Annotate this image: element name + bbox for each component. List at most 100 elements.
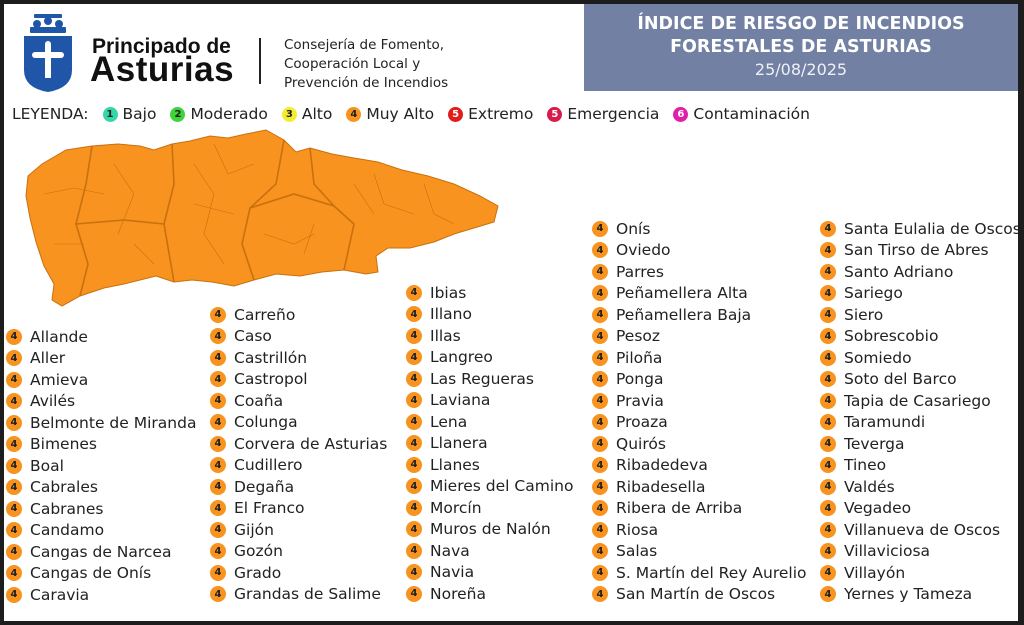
legend-item-moderado: 2 Moderado <box>170 105 268 123</box>
risk-level-badge: 4 <box>6 457 22 474</box>
risk-level-badge: 4 <box>210 457 226 474</box>
municipality-row: 4 Carreño <box>210 304 387 326</box>
municipality-row: 4 Cudillero <box>210 455 387 477</box>
municipality-name: Tineo <box>844 456 887 475</box>
department-line: Prevención de Incendios <box>284 75 449 91</box>
municipality-name: Llanera <box>430 434 488 453</box>
risk-level-badge: 4 <box>210 564 226 581</box>
risk-level-badge: 4 <box>210 392 226 409</box>
municipality-name: Villanueva de Oscos <box>844 520 1001 539</box>
municipality-name: Las Regueras <box>430 369 534 388</box>
municipality-row: 4 Pravia <box>592 390 806 412</box>
municipality-name: Nava <box>430 541 470 560</box>
municipality-name: Noreña <box>430 584 486 603</box>
municipality-name: Castrillón <box>234 348 308 367</box>
title-line-2: FORESTALES DE ASTURIAS <box>670 37 932 57</box>
department-line: Consejería de Fomento, <box>284 37 445 53</box>
municipality-row: 4 San Tirso de Abres <box>820 240 1018 262</box>
municipality-row: 4 Ibias <box>406 282 573 304</box>
legend: LEYENDA: 1 Bajo 2 Moderado 3 Alto 4 Muy Alto 5 Ex… <box>12 103 824 125</box>
risk-level-badge: 6 <box>673 106 689 122</box>
municipality-row: 4 Villayón <box>820 562 1018 584</box>
risk-level-badge: 4 <box>406 306 422 323</box>
municipality-name: Parres <box>616 262 664 281</box>
municipality-name: Cabranes <box>30 499 104 518</box>
municipality-name: Santo Adriano <box>844 262 954 281</box>
municipality-name: Pesoz <box>616 327 661 346</box>
municipality-row: 4 Valdés <box>820 476 1018 498</box>
municipality-name: Candamo <box>30 521 105 540</box>
risk-level-badge: 4 <box>406 542 422 559</box>
risk-level-badge: 4 <box>406 370 422 387</box>
risk-level-badge: 4 <box>820 349 836 366</box>
municipality-row: 4 Yernes y Tameza <box>820 584 1018 606</box>
municipality-name: San Martín de Oscos <box>616 585 776 604</box>
risk-level-badge: 4 <box>820 220 836 237</box>
municipality-name: Lena <box>430 412 468 431</box>
legend-item-label: Muy Alto <box>366 105 435 123</box>
municipality-row: 4 Langreo <box>406 347 573 369</box>
municipality-row: 4 Boal <box>6 455 196 477</box>
brand-line-2: Asturias <box>90 50 235 89</box>
municipality-row: 4 Parres <box>592 261 806 283</box>
municipality-name: Ribadesella <box>616 477 706 496</box>
risk-level-badge: 4 <box>820 521 836 538</box>
municipality-row: 4 Colunga <box>210 412 387 434</box>
municipality-name: Belmonte de Miranda <box>30 413 197 432</box>
municipality-row: 4 Cangas de Onís <box>6 563 196 585</box>
risk-level-badge: 4 <box>210 371 226 388</box>
title-panel: ÍNDICE DE RIESGO DE INCENDIOS FORESTALES… <box>584 4 1018 91</box>
risk-level-badge: 4 <box>6 479 22 496</box>
municipality-row: 4 S. Martín del Rey Aurelio <box>592 562 806 584</box>
risk-level-badge: 4 <box>592 457 608 474</box>
municipality-row: 4 Candamo <box>6 520 196 542</box>
municipality-row: 4 Caso <box>210 326 387 348</box>
municipality-row: 4 Siero <box>820 304 1018 326</box>
municipality-name: Taramundi <box>844 413 926 432</box>
risk-level-badge: 4 <box>210 328 226 345</box>
risk-level-badge: 5 <box>448 106 464 122</box>
risk-level-badge: 4 <box>820 263 836 280</box>
legend-item-muy-alto: 4 Muy Alto <box>346 105 434 123</box>
risk-level-badge: 4 <box>406 392 422 409</box>
title-line-1: ÍNDICE DE RIESGO DE INCENDIOS <box>637 14 965 34</box>
municipality-row: 4 Amieva <box>6 369 196 391</box>
municipality-name: Ribadedeva <box>616 456 708 475</box>
municipality-name: Peñamellera Alta <box>616 284 748 303</box>
municipality-name: Peñamellera Baja <box>616 305 752 324</box>
municipality-row: 4 San Martín de Oscos <box>592 584 806 606</box>
municipality-row: 4 Ribadesella <box>592 476 806 498</box>
municipality-row: 4 Villaviciosa <box>820 541 1018 563</box>
risk-level-badge: 4 <box>820 543 836 560</box>
risk-level-badge: 4 <box>820 500 836 517</box>
risk-level-badge: 4 <box>406 413 422 430</box>
risk-level-badge: 4 <box>820 586 836 603</box>
legend-item-emergencia: 5 Emergencia <box>547 105 659 123</box>
municipality-row: 4 Belmonte de Miranda <box>6 412 196 434</box>
risk-level-badge: 4 <box>6 565 22 582</box>
municipality-name: Coaña <box>234 391 284 410</box>
municipality-row: 4 Peñamellera Baja <box>592 304 806 326</box>
risk-level-badge: 4 <box>406 499 422 516</box>
municipality-row: 4 Ribera de Arriba <box>592 498 806 520</box>
risk-level-badge: 4 <box>820 435 836 452</box>
municipality-name: Gijón <box>234 520 274 539</box>
header-divider <box>259 38 261 84</box>
municipality-name: Riosa <box>616 520 659 539</box>
municipality-name: El Franco <box>234 499 305 518</box>
risk-level-badge: 4 <box>592 414 608 431</box>
risk-level-badge: 4 <box>592 242 608 259</box>
risk-level-badge: 4 <box>592 263 608 280</box>
municipality-row: 4 Cabranes <box>6 498 196 520</box>
risk-level-badge: 4 <box>820 392 836 409</box>
risk-level-badge: 4 <box>210 435 226 452</box>
risk-level-badge: 4 <box>820 478 836 495</box>
municipality-row: 4 Tineo <box>820 455 1018 477</box>
risk-level-badge: 4 <box>592 478 608 495</box>
municipality-name: Allande <box>30 327 88 346</box>
risk-level-badge: 4 <box>820 457 836 474</box>
municipality-name: Onís <box>616 219 651 238</box>
municipality-row: 4 Nava <box>406 540 573 562</box>
municipality-name: Villaviciosa <box>844 542 931 561</box>
municipality-name: Boal <box>30 456 64 475</box>
